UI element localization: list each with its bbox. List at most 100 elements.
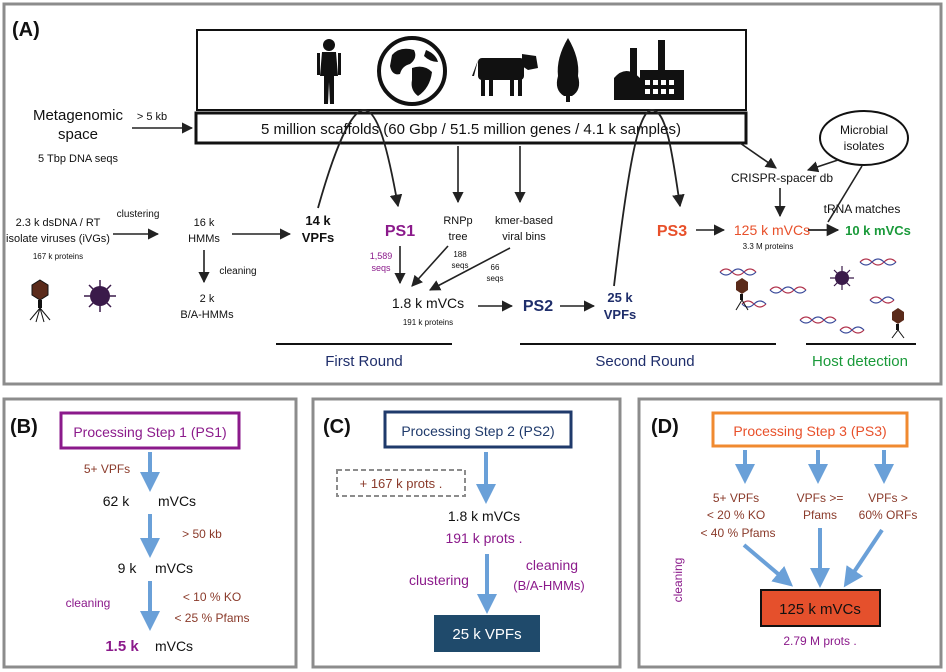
ko10-b: < 10 % KO <box>183 590 241 604</box>
cleaning-c-1: cleaning <box>526 557 578 573</box>
meta-title-2: space <box>58 126 98 143</box>
phage-icon <box>735 278 905 339</box>
isolate-2: isolate viruses (iVGs) <box>6 233 110 245</box>
mvc125-box-text: 125 k mVCs <box>779 601 861 618</box>
vpf25-label: VPFs <box>604 307 637 322</box>
pfam25-b: < 25 % Pfams <box>174 611 249 625</box>
panel-d-frame <box>637 397 943 669</box>
bahmm-label: B/A-HMMs <box>180 309 234 321</box>
cleaning-c-2: (B/A-HMMs) <box>513 578 585 593</box>
hmm-count: 16 k <box>194 217 215 229</box>
seqs188-a: 188 <box>453 250 467 259</box>
mvc18-text: 1.8 k mVCs <box>392 295 464 311</box>
first-round: First Round <box>325 353 403 370</box>
gt5kb-label: > 5 kb <box>137 111 167 123</box>
panel-b-frame <box>2 397 298 669</box>
dna-helix-icon <box>719 258 897 334</box>
factory-icon <box>614 40 684 100</box>
c3a: VPFs > <box>868 491 908 505</box>
crispr-db: CRISPR-spacer db <box>731 171 833 185</box>
prots-d: 2.79 M prots . <box>783 634 856 648</box>
isolate-1: 2.3 k dsDNA / RT <box>16 217 101 229</box>
ps1-box-text: Processing Step 1 (PS1) <box>73 424 226 440</box>
vpf25-count: 25 k <box>607 290 633 305</box>
panel-c-label: (C) <box>323 416 351 438</box>
isolate-proteins: 167 k proteins <box>33 252 83 261</box>
mvc9-count: 9 k <box>118 560 138 576</box>
seqs1589-b: seqs <box>371 263 391 273</box>
globe-icon <box>377 36 447 106</box>
kb50-b: > 50 kb <box>182 527 222 541</box>
trna-matches: tRNA matches <box>824 202 901 216</box>
vpf14-count: 14 k <box>305 213 331 228</box>
virus-icon <box>84 280 116 312</box>
seqs1589-a: 1,589 <box>370 251 393 261</box>
mvc10-text: 10 k mVCs <box>845 223 911 238</box>
panel-c-frame <box>311 397 622 669</box>
ps3-label: PS3 <box>657 223 687 240</box>
seqs188-b: seqs <box>452 261 469 270</box>
clustering-label: clustering <box>117 209 160 220</box>
cleaning-d: cleaning <box>671 558 685 603</box>
prots167-box <box>336 469 466 497</box>
c2a: VPFs >= <box>797 491 844 505</box>
ps2-label: PS2 <box>523 298 553 315</box>
ps3-box-text: Processing Step 3 (PS3) <box>733 423 886 439</box>
cow-icon <box>472 54 538 96</box>
microbial-isolates-ellipse <box>819 110 909 166</box>
ps1-label: PS1 <box>385 223 415 240</box>
microbial-2: isolates <box>844 139 885 153</box>
prots167-text: + 167 k prots . <box>360 476 443 491</box>
vpfs5-b: 5+ VPFs <box>84 462 130 476</box>
seqs66-a: 66 <box>491 263 500 272</box>
kmer-2: viral bins <box>502 231 546 243</box>
panel-a-label: (A) <box>12 19 40 41</box>
host-detection: Host detection <box>812 353 908 370</box>
vpf25-box <box>434 615 540 652</box>
prot191-text: 191 k proteins <box>403 318 453 327</box>
c2b: Pfams <box>803 508 837 522</box>
mvc62-count: 62 k <box>103 493 130 509</box>
panel-a-frame <box>2 2 943 386</box>
human-icon <box>317 39 341 104</box>
ps2-box <box>383 410 573 449</box>
clustering-c: clustering <box>409 572 469 588</box>
second-round: Second Round <box>595 353 694 370</box>
c1c: < 40 % Pfams <box>700 526 775 540</box>
c3b: 60% ORFs <box>859 508 918 522</box>
meta-title: Metagenomic <box>33 107 124 124</box>
vpf25-box-text: 25 k VPFs <box>452 626 521 643</box>
rnpp-2: tree <box>449 231 468 243</box>
rnpp-1: RNPp <box>443 215 472 227</box>
mvc15-label: mVCs <box>155 638 193 654</box>
seqs66-b: seqs <box>487 274 504 283</box>
ps2-box-text: Processing Step 2 (PS2) <box>401 423 554 439</box>
virus-icon <box>830 266 854 290</box>
ps1-box <box>59 411 241 450</box>
mvc18-c: 1.8 k mVCs <box>448 508 520 524</box>
c1b: < 20 % KO <box>707 508 765 522</box>
scaffolds-text: 5 million scaffolds (60 Gbp / 51.5 milli… <box>261 121 681 138</box>
meta-sub: 5 Tbp DNA seqs <box>38 153 118 165</box>
cleaning-b: cleaning <box>66 596 111 610</box>
cleaning-label-a: cleaning <box>219 266 256 277</box>
microbial-1: Microbial <box>840 123 888 137</box>
hmm-label: HMMs <box>188 233 220 245</box>
phage-icon <box>29 279 51 323</box>
c1a: 5+ VPFs <box>713 491 759 505</box>
panel-d-label: (D) <box>651 416 679 438</box>
prot33-text: 3.3 M proteins <box>743 242 794 251</box>
prot191-c: 191 k prots . <box>445 530 522 546</box>
ps3-box <box>711 411 909 448</box>
mvc15-count: 1.5 k <box>105 638 139 655</box>
scaffolds-box <box>194 111 748 145</box>
panel-b-label: (B) <box>10 416 38 438</box>
kmer-1: kmer-based <box>495 215 553 227</box>
bahmm-count: 2 k <box>200 293 215 305</box>
mvc125-text: 125 k mVCs <box>734 222 810 238</box>
mvc9-label: mVCs <box>155 560 193 576</box>
mvc62-label: mVCs <box>158 493 196 509</box>
tree-icon <box>556 38 580 102</box>
vpf14-label: VPFs <box>302 230 335 245</box>
